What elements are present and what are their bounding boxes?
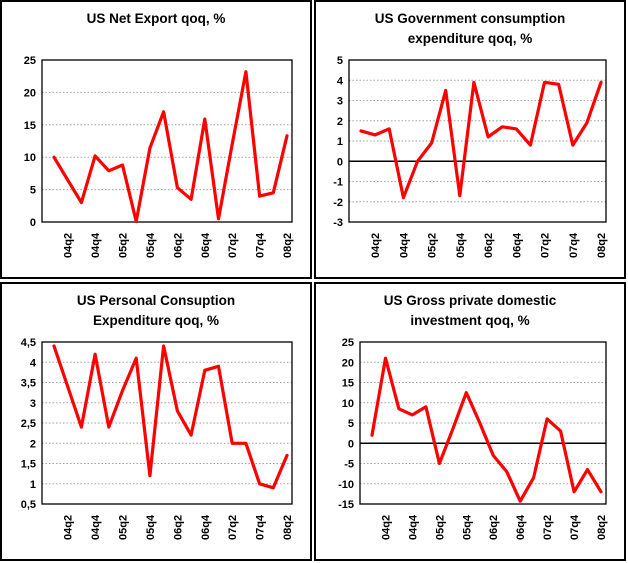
x-tick-label: 08q2 (596, 233, 608, 258)
x-tick-label: 05q4 (455, 232, 467, 258)
y-tick-label: 2,5 (21, 418, 36, 430)
x-tick-label: 05q4 (145, 514, 157, 540)
x-tick-label: 06q2 (488, 515, 500, 540)
y-tick-label: -15 (338, 499, 354, 511)
y-tick-label: 2 (30, 438, 36, 450)
x-tick-label: 07q4 (568, 232, 580, 258)
y-tick-label: 0,5 (21, 499, 36, 511)
plot-border (41, 59, 293, 223)
y-tick-label: 3 (30, 398, 36, 410)
plot-border (348, 59, 607, 223)
chart-title: US Personal Consuption Expenditure qoq, … (76, 293, 236, 328)
us-personal-consumption-plot: 0,5 1 1,5 2 2,5 3 3,5 4 4,5 04q2 04q4 05q2 05q4 06q2 0… (21, 337, 294, 540)
x-tick-label: 07q4 (255, 514, 267, 540)
x-tick-label: 05q2 (434, 515, 446, 540)
series-line (52, 344, 289, 490)
x-tick-label: 07q2 (227, 515, 239, 540)
y-tick-label: 0 (337, 156, 343, 168)
x-tick-label: 05q4 (145, 232, 157, 258)
x-tick-label: 06q2 (172, 233, 184, 258)
y-tick-label: 1,5 (21, 459, 36, 471)
x-tick-label: 07q2 (227, 233, 239, 258)
x-tick-label: 07q2 (542, 515, 554, 540)
x-tick-label: 04q4 (398, 232, 410, 258)
us-gross-private-investment-plot: -15 -10 -5 0 5 10 15 20 25 04q2 04q4 05q2 05q4 06q2 06… (338, 337, 608, 540)
us-net-export-plot: 0 5 10 15 20 25 04q2 04q4 05q2 05q4 06q2 06q4 07q2 07… (24, 55, 294, 258)
y-tick-label: 20 (24, 87, 36, 99)
x-tick-label: 05q4 (461, 514, 473, 540)
x-tick-label: 06q4 (200, 514, 212, 540)
chart-us-personal-consumption: US Personal Consuption Expenditure qoq, … (0, 282, 312, 561)
x-tick-label: 06q2 (483, 233, 495, 258)
x-tick-label: 07q4 (255, 232, 267, 258)
x-tick-label: 06q4 (515, 514, 527, 540)
y-tick-label: 10 (24, 152, 36, 164)
y-tick-label: 1 (30, 479, 36, 491)
us-government-consumption-plot: -3 -2 -1 0 1 2 3 4 5 04q2 04q4 05q2 05q4 06q2 06q4 07q2… (333, 55, 608, 258)
series-line (359, 80, 603, 200)
y-tick-label: 10 (342, 398, 354, 410)
y-tick-label: 5 (337, 55, 343, 67)
plot-border (41, 341, 293, 505)
chart-us-net-export: US Net Export qoq, % 0 5 10 15 20 25 04q2 04q4 0… (0, 0, 312, 279)
x-tick-label: 08q2 (282, 233, 294, 258)
x-tick-label: 04q4 (407, 514, 419, 540)
y-tick-label: 0 (30, 217, 36, 229)
x-tick-label: 06q2 (172, 515, 184, 540)
y-tick-label: -3 (333, 217, 343, 229)
x-tick-label: 07q2 (540, 233, 552, 258)
y-tick-label: 3 (337, 96, 343, 108)
y-tick-label: 15 (342, 378, 354, 390)
y-tick-label: 5 (30, 185, 36, 197)
y-tick-label: 3,5 (21, 378, 36, 390)
chart-us-gross-private-investment: US Gross private domestic investment qoq… (314, 282, 626, 561)
y-tick-label: -1 (333, 177, 343, 189)
y-tick-label: 4 (30, 357, 37, 369)
chart-title: US Gross private domestic investment qoq… (383, 293, 557, 328)
chart-title: US Net Export qoq, % (86, 11, 226, 26)
series-line (52, 70, 289, 223)
y-tick-label: 1 (337, 136, 343, 148)
x-tick-label: 05q2 (118, 233, 130, 258)
y-tick-label: 4,5 (21, 337, 36, 349)
x-tick-label: 08q2 (282, 515, 294, 540)
y-tick-label: -5 (344, 459, 354, 471)
x-tick-label: 04q2 (63, 233, 75, 258)
x-tick-label: 06q4 (200, 232, 212, 258)
y-tick-label: 5 (348, 418, 354, 430)
x-tick-label: 04q2 (380, 515, 392, 540)
x-tick-label: 06q4 (511, 232, 523, 258)
chart-us-government-consumption: US Government consumption expenditure qo… (314, 0, 626, 279)
x-tick-label: 04q2 (370, 233, 382, 258)
y-tick-label: 20 (342, 357, 354, 369)
x-tick-label: 05q2 (118, 515, 130, 540)
y-tick-label: 15 (24, 120, 36, 132)
x-tick-label: 04q4 (90, 232, 102, 258)
y-tick-label: 2 (337, 116, 343, 128)
y-tick-label: -2 (333, 197, 343, 209)
x-tick-label: 05q2 (427, 233, 439, 258)
y-tick-label: 0 (348, 438, 354, 450)
x-tick-label: 07q4 (569, 514, 581, 540)
y-tick-label: 4 (337, 75, 344, 87)
y-tick-label: 25 (24, 55, 36, 67)
y-tick-label: 25 (342, 337, 354, 349)
x-tick-label: 08q2 (596, 515, 608, 540)
plot-border (359, 341, 607, 505)
x-tick-label: 04q2 (63, 515, 75, 540)
y-tick-label: -10 (338, 479, 354, 491)
x-tick-label: 04q4 (90, 514, 102, 540)
chart-title: US Government consumption expenditure qo… (374, 11, 566, 46)
series-line (370, 356, 603, 503)
